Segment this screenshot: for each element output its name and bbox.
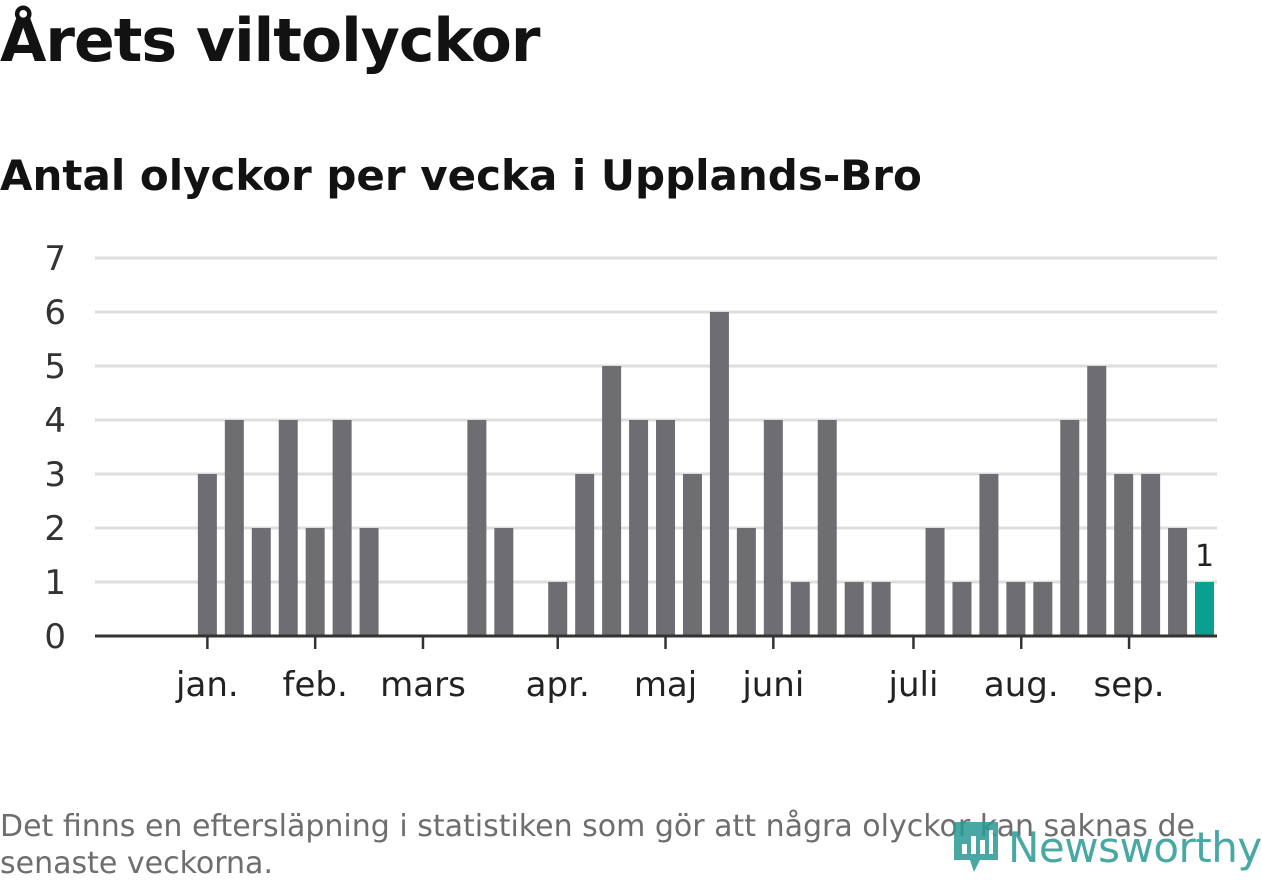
bar bbox=[1060, 420, 1080, 636]
newsworthy-logo-text: Newsworthy bbox=[1008, 822, 1262, 872]
bar bbox=[871, 582, 891, 636]
newsworthy-logo-icon bbox=[954, 822, 998, 872]
y-axis-ticks: 0 1 2 3 4 5 6 7 bbox=[44, 239, 66, 657]
bar bbox=[817, 420, 837, 636]
bar-value-label: 1 bbox=[1195, 539, 1214, 574]
y-tick-label: 0 bbox=[44, 617, 66, 657]
x-tick-label: maj bbox=[634, 665, 697, 705]
bar bbox=[602, 366, 622, 636]
y-tick-label: 7 bbox=[44, 239, 66, 279]
y-tick-label: 2 bbox=[44, 509, 66, 549]
bar bbox=[467, 420, 487, 636]
x-tick-label: jan. bbox=[175, 665, 239, 705]
bar-highlight bbox=[1195, 582, 1215, 636]
y-tick-label: 6 bbox=[44, 293, 66, 333]
bar bbox=[682, 474, 702, 636]
bar bbox=[952, 582, 972, 636]
bar bbox=[736, 528, 756, 636]
bar bbox=[224, 420, 244, 636]
bar bbox=[359, 528, 379, 636]
x-tick-label: juli bbox=[888, 665, 939, 705]
bar bbox=[1168, 528, 1188, 636]
x-tick-label: sep. bbox=[1094, 665, 1165, 705]
bar bbox=[305, 528, 325, 636]
bar bbox=[1141, 474, 1161, 636]
x-tick-label: aug. bbox=[984, 665, 1059, 705]
chart-subtitle: Antal olyckor per vecka i Upplands-Bro bbox=[0, 151, 922, 200]
bar bbox=[251, 528, 271, 636]
bar bbox=[790, 582, 810, 636]
bar bbox=[925, 528, 945, 636]
bar bbox=[1087, 366, 1107, 636]
chart-title: Årets viltolyckor bbox=[0, 6, 540, 76]
bar bbox=[548, 582, 568, 636]
bar-chart: 0 1 2 3 4 5 6 7 jan. feb. mars apr. maj juni juli aug.… bbox=[44, 239, 1217, 705]
y-tick-label: 4 bbox=[44, 401, 66, 441]
bar bbox=[1006, 582, 1026, 636]
bar bbox=[278, 420, 298, 636]
x-tick-label: juni bbox=[741, 665, 804, 705]
bar bbox=[844, 582, 864, 636]
bar bbox=[494, 528, 514, 636]
y-tick-label: 5 bbox=[44, 347, 66, 387]
bar bbox=[197, 474, 217, 636]
data-labels: 1 bbox=[1195, 539, 1214, 574]
y-tick-label: 3 bbox=[44, 455, 66, 495]
x-tick-label: apr. bbox=[526, 665, 590, 705]
y-tick-label: 1 bbox=[44, 563, 66, 603]
bar bbox=[763, 420, 783, 636]
x-tick-label: mars bbox=[380, 665, 466, 705]
bars bbox=[197, 312, 1215, 636]
bar bbox=[575, 474, 595, 636]
x-tick-label: feb. bbox=[283, 665, 348, 705]
bar bbox=[1033, 582, 1053, 636]
bar bbox=[332, 420, 352, 636]
newsworthy-logo: Newsworthy bbox=[950, 818, 1262, 876]
bar bbox=[709, 312, 729, 636]
bar bbox=[629, 420, 649, 636]
x-axis: jan. feb. mars apr. maj juni juli aug. sep. bbox=[95, 634, 1217, 705]
bar bbox=[979, 474, 999, 636]
bar bbox=[656, 420, 676, 636]
bar bbox=[1114, 474, 1134, 636]
